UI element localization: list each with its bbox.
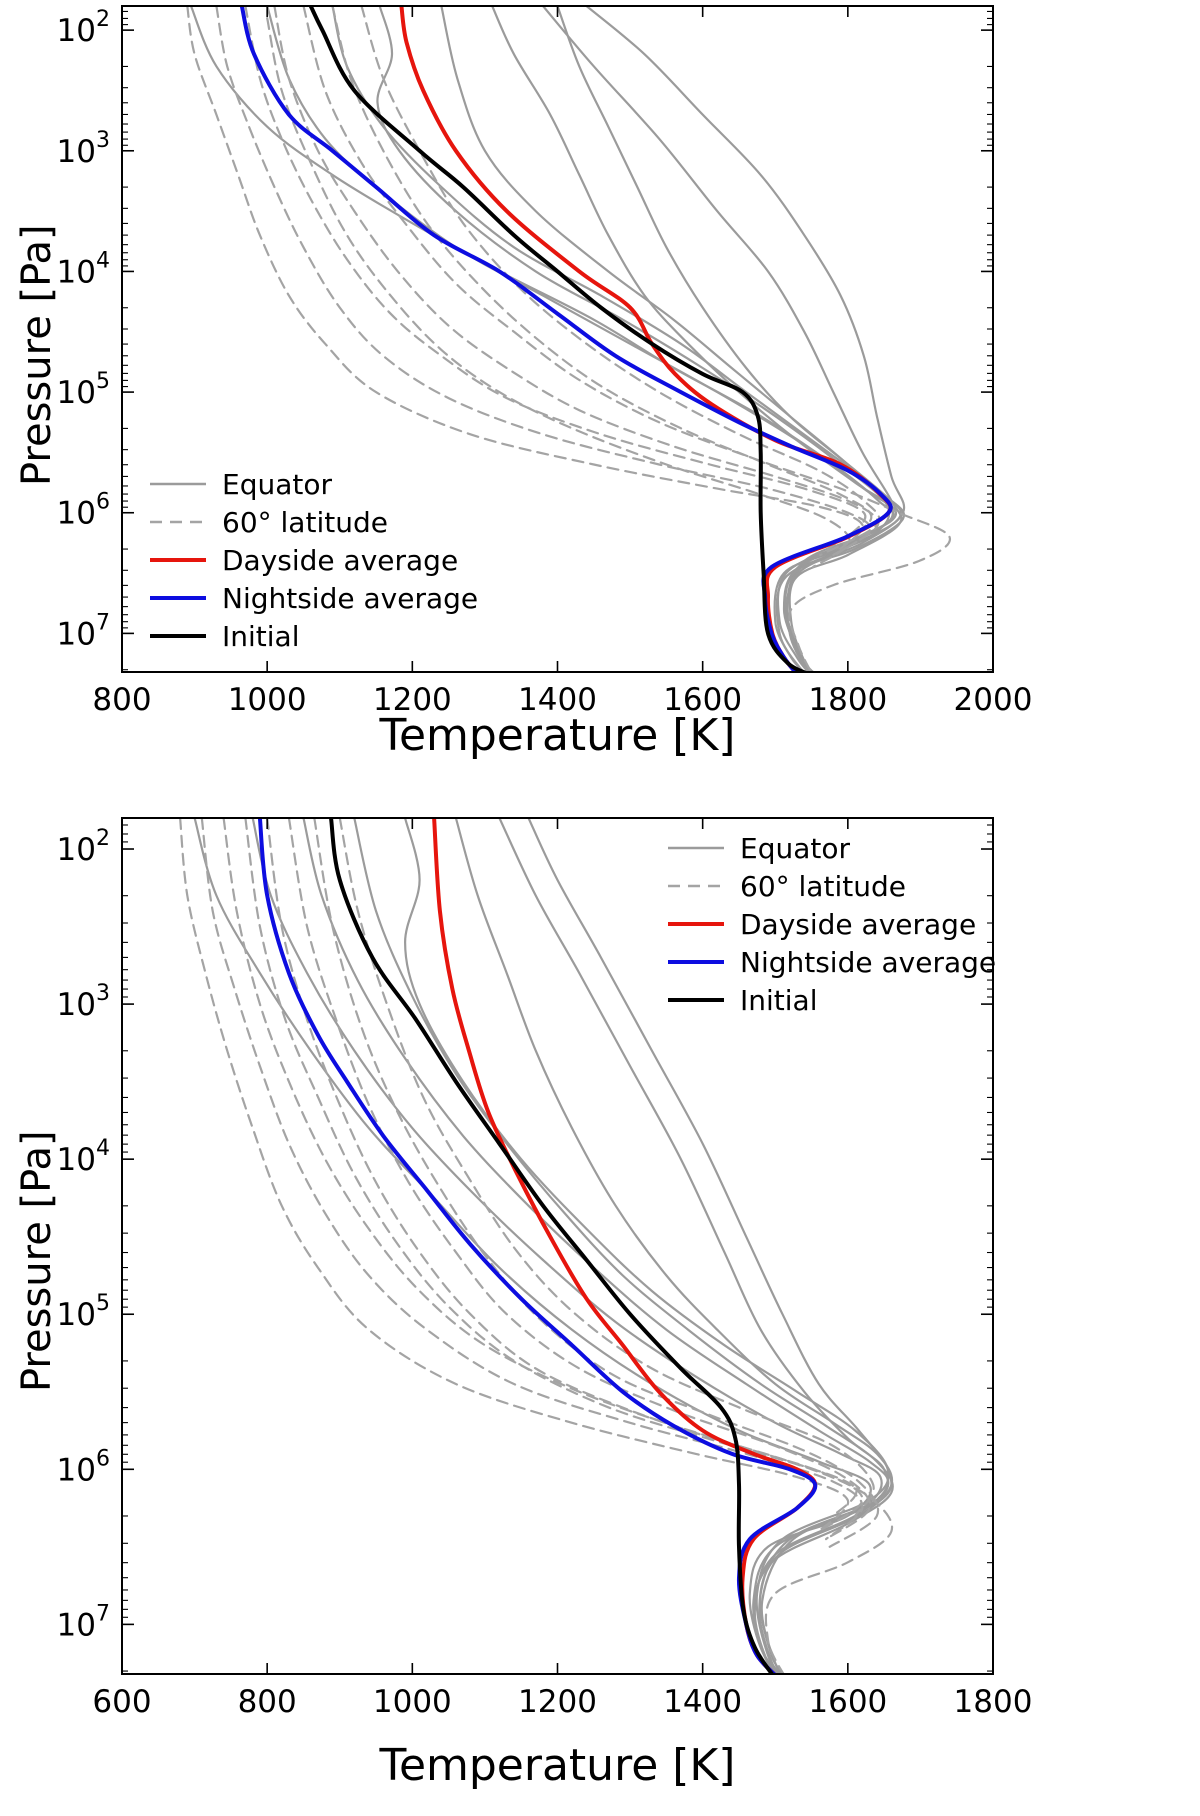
legend-label: Equator <box>740 832 850 865</box>
legend-label: 60° latitude <box>740 870 906 903</box>
equator-profile-line <box>527 818 893 1674</box>
x-tick-label: 1000 <box>373 1684 452 1720</box>
nightside-profile-line <box>257 818 818 1674</box>
latitude60-profile-line <box>244 818 894 1674</box>
temperature-pressure-plot-bottom: 600 800 1000 1200 1400 1600 1800 102 103 104 105 10… <box>57 817 1033 1720</box>
equator-profile-line <box>585 6 906 672</box>
latitude60-profile-line <box>179 818 849 1533</box>
x-tick-label: 600 <box>92 1684 151 1720</box>
equator-profile-line <box>193 818 872 1674</box>
curves-layer <box>186 6 952 672</box>
equator-profile-line <box>541 6 903 672</box>
curves-layer <box>179 818 894 1674</box>
x-axis-label-top: Temperature [K] <box>379 710 736 761</box>
legend-label: Initial <box>740 984 817 1017</box>
latitude60-profile-line <box>273 6 880 544</box>
y-tick-label: 105 <box>57 369 110 411</box>
equator-profile-line <box>440 6 894 672</box>
x-tick-label: 1800 <box>808 682 887 718</box>
y-tick-label: 107 <box>57 610 110 652</box>
x-tick-label: 1400 <box>663 1684 742 1720</box>
x-tick-label: 2000 <box>954 682 1033 718</box>
y-tick-label: 106 <box>57 1446 110 1488</box>
latitude60-profile-line <box>244 6 867 538</box>
legend-entry-dayside: Dayside average <box>668 908 976 941</box>
latitude60-profile-line <box>338 818 875 1517</box>
y-tick-label: 106 <box>57 490 110 532</box>
x-tick-label: 1400 <box>518 682 597 718</box>
x-axis-label-bottom: Temperature [K] <box>379 1740 736 1791</box>
legend-entry-latitude60: 60° latitude <box>150 506 388 539</box>
latitude60-profile-line <box>331 6 873 550</box>
legend-label: Dayside average <box>740 908 976 941</box>
latitude60-profile-line <box>266 17 851 569</box>
x-tick-label: 1600 <box>663 682 742 718</box>
legend-entry-nightside: Nightside average <box>668 946 996 979</box>
latitude60-profile-line <box>186 6 864 550</box>
x-tick-label: 1200 <box>373 682 452 718</box>
legend-entry-latitude60: 60° latitude <box>668 870 906 903</box>
latitude60-profile-line <box>287 818 872 1541</box>
equator-profile-line <box>404 818 890 1674</box>
x-tick-label: 1800 <box>954 1684 1033 1720</box>
legend-label: Nightside average <box>222 582 478 615</box>
legend: Equator 60° latitude Dayside average Nights… <box>150 468 478 653</box>
equator-profile-line <box>556 6 906 672</box>
y-tick-label: 102 <box>57 826 110 868</box>
y-tick-label: 103 <box>57 128 110 170</box>
y-tick-label: 104 <box>57 248 110 290</box>
legend-label: Equator <box>222 468 332 501</box>
legend-entry-equator: Equator <box>668 832 850 865</box>
legend-label: Initial <box>222 620 299 653</box>
legend-entry-nightside: Nightside average <box>150 582 478 615</box>
y-tick-label: 104 <box>57 1136 110 1178</box>
x-tick-label: 1200 <box>518 1684 597 1720</box>
latitude60-profile-line <box>360 6 881 557</box>
latitude60-profile-line <box>215 6 872 557</box>
y-tick-label: 103 <box>57 981 110 1023</box>
x-tick-label: 1600 <box>808 1684 887 1720</box>
x-tick-label: 800 <box>238 1684 297 1720</box>
x-tick-label: 1000 <box>228 682 307 718</box>
x-tick-label: 800 <box>92 682 151 718</box>
dayside-profile-line <box>432 818 818 1674</box>
legend-entry-initial: Initial <box>668 984 817 1017</box>
legend-label: 60° latitude <box>222 506 388 539</box>
equator-profile-line <box>331 6 903 672</box>
legend-label: Nightside average <box>740 946 996 979</box>
legend-label: Dayside average <box>222 544 458 577</box>
y-axis-label-top: Pressure [Pa] <box>14 224 60 486</box>
initial-profile-line <box>308 6 810 672</box>
initial-profile-line <box>329 818 775 1674</box>
temperature-pressure-plot-top: 800 1000 1200 1400 1600 1800 2000 102 103 104 105 1… <box>57 5 1033 718</box>
y-tick-label: 105 <box>57 1291 110 1333</box>
legend-entry-initial: Initial <box>150 620 299 653</box>
y-tick-label: 107 <box>57 1601 110 1643</box>
y-tick-label: 102 <box>57 7 110 49</box>
equator-profile-line <box>498 818 890 1674</box>
legend-entry-equator: Equator <box>150 468 332 501</box>
legend: Equator 60° latitude Dayside average Nights… <box>668 832 996 1017</box>
y-axis-label-bottom: Pressure [Pa] <box>14 1130 60 1392</box>
legend-entry-dayside: Dayside average <box>150 544 458 577</box>
